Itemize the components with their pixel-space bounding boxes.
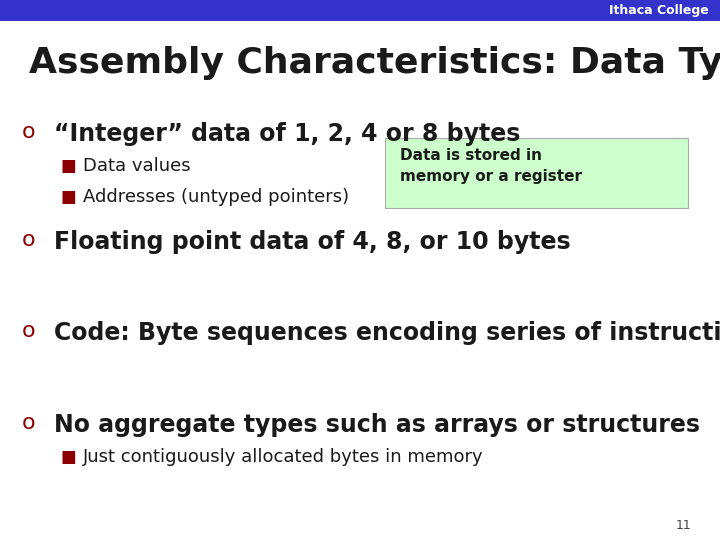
Text: o: o [22,321,35,341]
Text: Data values: Data values [83,157,190,174]
Text: ■: ■ [60,448,76,466]
FancyBboxPatch shape [385,138,688,208]
Text: Code: Byte sequences encoding series of instructions: Code: Byte sequences encoding series of … [54,321,720,345]
Text: Ithaca College: Ithaca College [609,4,709,17]
Text: ■: ■ [60,157,76,174]
Text: Addresses (untyped pointers): Addresses (untyped pointers) [83,188,349,206]
Text: o: o [22,122,35,141]
Text: No aggregate types such as arrays or structures: No aggregate types such as arrays or str… [54,413,700,437]
Text: “Integer” data of 1, 2, 4 or 8 bytes: “Integer” data of 1, 2, 4 or 8 bytes [54,122,521,145]
Text: Data is stored in
memory or a register: Data is stored in memory or a register [400,148,582,185]
Text: o: o [22,230,35,249]
Text: 11: 11 [675,519,691,532]
Text: ■: ■ [60,188,76,206]
Text: Assembly Characteristics: Data Types: Assembly Characteristics: Data Types [29,46,720,80]
Text: o: o [22,413,35,433]
Text: Floating point data of 4, 8, or 10 bytes: Floating point data of 4, 8, or 10 bytes [54,230,571,253]
Bar [0,0,720,21]
Text: Just contiguously allocated bytes in memory: Just contiguously allocated bytes in mem… [83,448,483,466]
